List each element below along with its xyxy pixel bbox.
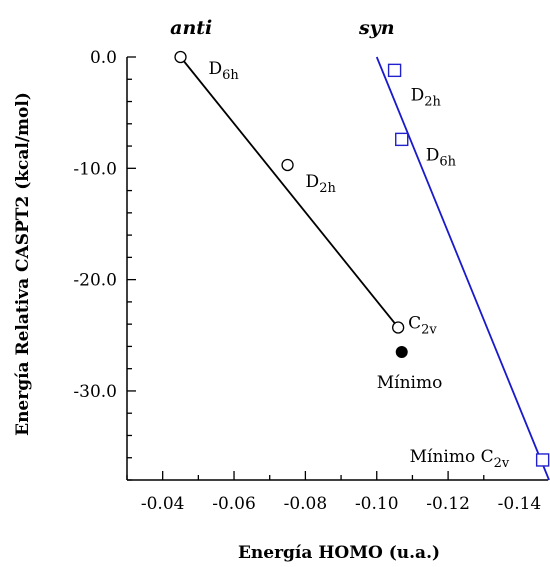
point-label-subscript: 6h bbox=[439, 154, 456, 169]
fit-line bbox=[375, 56, 550, 481]
point-label: D6h bbox=[426, 145, 457, 169]
y-axis-title: Energía Relativa CASPT2 (kcal/mol) bbox=[13, 92, 33, 436]
point-label: D2h bbox=[306, 172, 337, 196]
point-label-subscript: 2h bbox=[319, 181, 336, 196]
x-tick-label: -0.10 bbox=[355, 494, 399, 514]
data-point bbox=[281, 158, 294, 172]
y-tick-label: -20.0 bbox=[73, 271, 117, 291]
point-label: Mínimo C2v bbox=[410, 447, 510, 471]
fit-lines bbox=[179, 56, 550, 481]
group-title-anti: anti bbox=[170, 17, 212, 39]
data-point bbox=[395, 345, 408, 358]
x-tick-label: -0.14 bbox=[498, 494, 542, 514]
axes: 0.0 -10.0 -20.0 -30.0 -0.04 -0.06 -0.08 -0.10 -0… bbox=[73, 48, 548, 514]
point-label: D2h bbox=[411, 85, 442, 109]
data-point bbox=[387, 63, 402, 78]
point-label-subscript: 2v bbox=[421, 322, 437, 337]
point-label-subscript: 6h bbox=[222, 68, 239, 83]
point-label: C2v bbox=[408, 313, 437, 337]
markers bbox=[174, 50, 550, 467]
labels: D6h D2h C2v Mínimo D2h D6h Mínimo C2v bbox=[209, 59, 510, 471]
y-tick-label: 0.0 bbox=[90, 48, 117, 68]
data-point bbox=[392, 321, 405, 334]
x-tick-label: -0.08 bbox=[284, 494, 328, 514]
fit-line bbox=[179, 56, 399, 329]
data-point bbox=[174, 50, 187, 64]
x-tick-label: -0.06 bbox=[212, 494, 256, 514]
y-tick-label: -10.0 bbox=[73, 159, 117, 179]
y-tick-label: -30.0 bbox=[73, 382, 117, 402]
x-tick-label: -0.12 bbox=[426, 494, 470, 514]
data-point bbox=[395, 132, 409, 147]
data-point bbox=[535, 453, 550, 467]
x-tick-label: -0.04 bbox=[141, 494, 185, 514]
point-label: Mínimo bbox=[377, 373, 443, 393]
point-label-subscript: 2h bbox=[424, 94, 441, 109]
x-axis-title: Energía HOMO (u.a.) bbox=[238, 543, 440, 563]
point-label: D6h bbox=[209, 59, 240, 83]
point-label-subscript: 2v bbox=[494, 456, 510, 471]
group-title-syn: syn bbox=[358, 17, 395, 39]
